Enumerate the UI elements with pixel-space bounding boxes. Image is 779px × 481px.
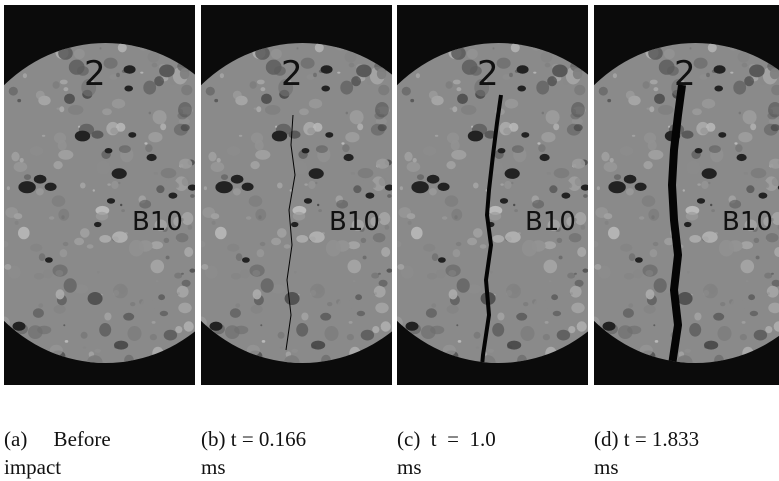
panel-before-impact: 2 B10: [4, 5, 195, 385]
specimen-image: 2 B10: [201, 5, 392, 385]
caption-a-line2: impact: [4, 455, 62, 479]
specimen-number-mark: 2: [674, 54, 696, 94]
crack-line: [666, 84, 686, 363]
crack-line: [285, 114, 296, 351]
panel-t-1833ms: 2 B10: [594, 5, 779, 385]
caption-c-line1: (c) t = 1.0: [397, 427, 496, 451]
caption-d-line1: (d) t = 1.833: [594, 427, 700, 451]
specimen-label-mark: B10: [722, 207, 773, 237]
specimen-image: 2 B10: [4, 5, 195, 385]
caption-d-line2: ms: [594, 455, 619, 479]
specimen-number-mark: 2: [477, 54, 499, 94]
caption-b: (b) t = 0.166 ms: [201, 425, 351, 481]
caption-a-line1: (a) Before: [4, 427, 111, 451]
panel-t-10ms: 2 B10: [397, 5, 588, 385]
panel-t-0166ms: 2 B10: [201, 5, 392, 385]
caption-c-line2: ms: [397, 455, 422, 479]
caption-c: (c) t = 1.0 ms: [397, 425, 547, 481]
specimen-number-mark: 2: [281, 54, 303, 94]
caption-d: (d) t = 1.833 ms: [594, 425, 744, 481]
specimen-image: 2 B10: [594, 5, 779, 385]
specimen-label-mark: B10: [525, 207, 576, 237]
specimen-label-mark: B10: [329, 207, 380, 237]
caption-b-line2: ms: [201, 455, 226, 479]
caption-b-line1: (b) t = 0.166: [201, 427, 307, 451]
specimen-image: 2 B10: [397, 5, 588, 385]
crack-line: [479, 94, 503, 363]
caption-a: (a) Before impact: [4, 425, 154, 481]
specimen-label-mark: B10: [132, 207, 183, 237]
specimen-number-mark: 2: [84, 54, 106, 94]
